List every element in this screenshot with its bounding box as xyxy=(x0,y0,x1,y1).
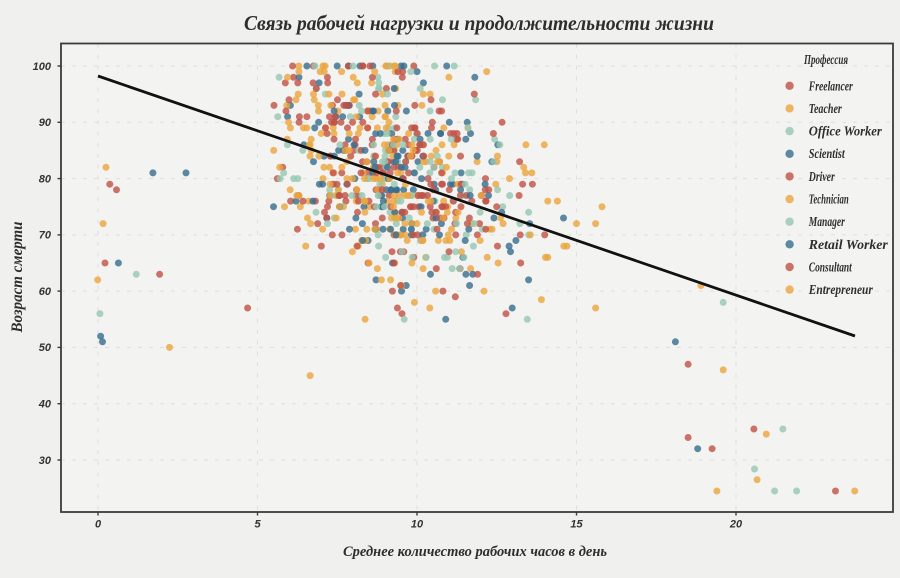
svg-text:Technician: Technician xyxy=(809,192,849,207)
svg-text:Связь рабочей нагрузки и продо: Связь рабочей нагрузки и продолжительнос… xyxy=(244,11,714,35)
svg-text:Среднее количество рабочих час: Среднее количество рабочих часов в день xyxy=(343,544,607,560)
svg-text:30: 30 xyxy=(39,455,52,467)
svg-text:Driver: Driver xyxy=(808,169,835,184)
svg-text:80: 80 xyxy=(39,173,52,185)
svg-text:5: 5 xyxy=(254,519,261,531)
svg-text:10: 10 xyxy=(411,519,424,531)
svg-text:20: 20 xyxy=(729,519,743,531)
svg-text:40: 40 xyxy=(38,399,52,411)
svg-text:15: 15 xyxy=(570,519,583,531)
svg-text:Teacher: Teacher xyxy=(809,101,843,116)
svg-text:70: 70 xyxy=(39,230,52,242)
svg-text:Freelancer: Freelancer xyxy=(808,78,853,93)
svg-text:Manager: Manager xyxy=(808,214,845,229)
svg-text:Office Worker: Office Worker xyxy=(809,124,883,139)
svg-text:Возраст смерти: Возраст смерти xyxy=(9,221,26,333)
svg-text:90: 90 xyxy=(39,117,52,129)
svg-text:100: 100 xyxy=(33,61,52,73)
svg-text:Scientist: Scientist xyxy=(809,146,846,161)
svg-text:50: 50 xyxy=(39,342,52,354)
svg-text:Профессия: Профессия xyxy=(803,52,848,67)
svg-text:Consultant: Consultant xyxy=(809,260,853,275)
svg-text:0: 0 xyxy=(95,519,102,531)
svg-text:60: 60 xyxy=(39,286,52,298)
svg-text:Retail Worker: Retail Worker xyxy=(808,237,889,252)
svg-text:Entrepreneur: Entrepreneur xyxy=(808,282,873,297)
